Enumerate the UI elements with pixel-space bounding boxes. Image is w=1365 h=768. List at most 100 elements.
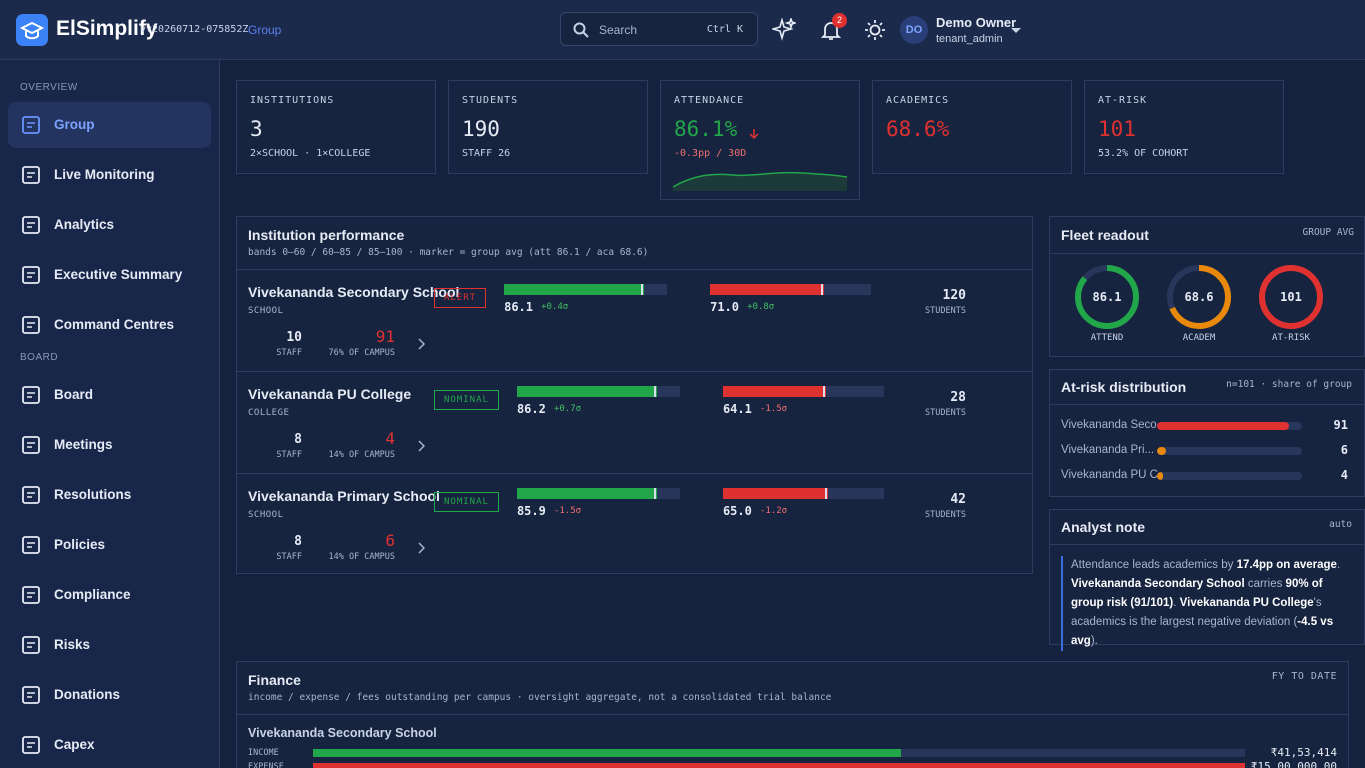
bar [516, 386, 658, 397]
nav-item[interactable]: Executive Summary [8, 252, 211, 298]
nav-item[interactable]: Capex [8, 722, 211, 768]
staff-count: 8 [294, 432, 302, 447]
divider [1050, 544, 1364, 545]
risk-label: 76% OF CAMPUS [328, 348, 395, 358]
notification-badge: 2 [832, 13, 847, 28]
institution-type: SCHOOL [248, 510, 284, 520]
institution-name: Vivekananda Secondary School [248, 284, 460, 300]
nav-item[interactable]: Group [8, 102, 211, 148]
icon [22, 486, 40, 504]
gauge-value: 101 [1280, 290, 1302, 304]
marker [824, 488, 827, 499]
status-badge: ALERT [434, 288, 487, 308]
note-segment: carries [1244, 578, 1286, 590]
search-box[interactable]: Search Ctrl K [560, 12, 758, 46]
gauge-label: ACADEM [1182, 333, 1216, 343]
kpi-card: INSTITUTIONS 3 2×SCHOOL · 1×COLLEGE [236, 80, 436, 174]
students-count: 28 [950, 390, 966, 405]
note-segment: Vivekananda Secondary School [1071, 578, 1245, 590]
gauge-label: ATTEND [1090, 333, 1124, 343]
avatar[interactable]: DO [900, 16, 928, 44]
kpi-label: STUDENTS [462, 95, 519, 106]
institution-name: Vivekananda PU College [248, 386, 412, 402]
nav-item[interactable]: Compliance [8, 572, 211, 618]
panel-title: At-risk distribution [1061, 379, 1187, 395]
status-badge: NOMINAL [434, 390, 499, 410]
nav-label: Risks [54, 637, 91, 652]
nav-item[interactable]: Analytics [8, 202, 211, 248]
bar-track [1157, 422, 1302, 430]
staff-label: STAFF [276, 552, 302, 562]
staff-label: STAFF [276, 450, 302, 460]
metrics: NOMINAL 86.2 +0.7σ 64.1 -1.5σ [434, 386, 884, 420]
risk-value: 4 [1340, 468, 1348, 482]
version: vv20260712-075852Z [140, 24, 249, 35]
nav-item[interactable]: Risks [8, 622, 211, 668]
metric-deviation: +0.8σ [747, 302, 775, 312]
panel-tag: n=101 · share of group [1226, 379, 1352, 390]
nav-label: Resolutions [54, 487, 132, 502]
user-role: tenant_admin [936, 33, 1003, 45]
kpi-sub: STAFF 26 [462, 148, 511, 159]
gauge-arc [1167, 265, 1231, 329]
search-shortcut: Ctrl K [706, 24, 743, 35]
institution-row[interactable]: Vivekananda Primary School SCHOOL NOMINAL 8… [237, 473, 1032, 576]
kpi-label: AT-RISK [1098, 95, 1148, 106]
gauge-arc [1075, 265, 1139, 329]
metric: 86.2 +0.7σ [516, 386, 680, 420]
icon [22, 266, 40, 284]
brand[interactable]: ElSimplify [56, 17, 158, 40]
bar [504, 284, 645, 295]
nav-item[interactable]: Board [8, 372, 211, 418]
gauge-value: 68.6 [1184, 290, 1214, 304]
nav-label: Live Monitoring [54, 167, 155, 182]
chevron [418, 542, 425, 554]
metric-deviation: -1.5σ [759, 404, 788, 414]
gauge-arc [1259, 265, 1323, 329]
metric-value: 71.0 [710, 300, 739, 314]
institution-row[interactable]: Vivekananda PU College COLLEGE NOMINAL 86.2… [237, 371, 1032, 474]
nav-item[interactable]: Meetings [8, 422, 211, 468]
gauge-label: AT-RISK [1272, 333, 1310, 343]
note-segment: -4.5 vs avg [1071, 616, 1334, 647]
icon [22, 436, 40, 454]
user-name: Demo Owner [936, 15, 1017, 30]
divider [1050, 404, 1364, 405]
metric-value: 65.0 [722, 504, 752, 518]
metric-value: 64.1 [722, 402, 752, 416]
nav-item[interactable]: Policies [8, 522, 211, 568]
bar-track [722, 386, 884, 397]
chevron [418, 440, 425, 452]
bar-track [516, 386, 680, 397]
marker [821, 284, 824, 295]
note-segment: Attendance leads academics by [1071, 559, 1237, 571]
bar-track [504, 284, 668, 295]
gauge [1259, 265, 1323, 329]
bar-track [1157, 447, 1302, 455]
icon [22, 736, 40, 754]
kpi-value: 86.1% [674, 117, 738, 141]
section-title: BOARD [20, 352, 59, 363]
icon [22, 536, 40, 554]
nav-link[interactable]: Group [248, 23, 282, 37]
panel-title: Fleet readout [1061, 227, 1149, 243]
panel-title: Finance [248, 672, 301, 688]
nav-item[interactable]: Donations [8, 672, 211, 718]
metric: 71.0 +0.8σ [710, 284, 872, 318]
institution-row[interactable]: Vivekananda Secondary School SCHOOL ALERT 8… [237, 269, 1032, 372]
bar-track [1157, 472, 1302, 480]
campus-name: Vivekananda Secondary School [248, 726, 437, 740]
institution-name: Vivekananda Primary School [248, 488, 440, 504]
nav-item[interactable]: Command Centres [8, 302, 211, 348]
metric-deviation: -1.5σ [553, 506, 582, 516]
nav-item[interactable]: Resolutions [8, 472, 211, 518]
icon [573, 22, 589, 38]
icon [22, 316, 40, 334]
finance-label: INCOME [248, 748, 279, 758]
panel-tag: GROUP AVG [1302, 227, 1354, 238]
risk-value: 91 [1333, 418, 1348, 432]
icon [22, 636, 40, 654]
bar [1157, 422, 1289, 430]
bar-track [722, 488, 884, 499]
nav-item[interactable]: Live Monitoring [8, 152, 211, 198]
